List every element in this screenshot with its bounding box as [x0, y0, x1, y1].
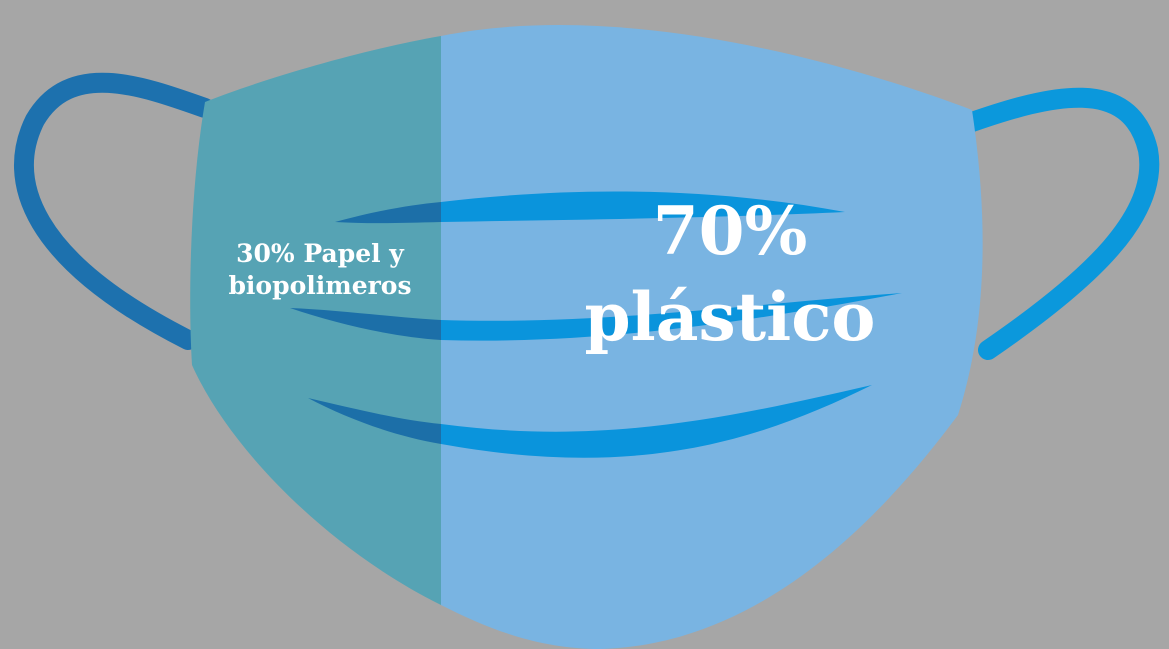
- pleat-2-left: [290, 308, 441, 340]
- paper-label-line-2: biopolimeros: [228, 271, 412, 300]
- pleat-3-right: [441, 385, 872, 458]
- paper-label-line-1: 30% Papel y: [236, 239, 404, 268]
- plastic-label-word: plástico: [584, 278, 876, 356]
- plastic-label-percent: 70%: [652, 192, 808, 270]
- pleat-3-left: [308, 398, 441, 444]
- mask-right-panel: [441, 25, 983, 649]
- pleat-2-right: [441, 293, 902, 341]
- mask-left-panel: [190, 36, 441, 605]
- pleat-1-left: [335, 202, 441, 224]
- paper-biopolymers-label: 30% Papel y biopolimeros: [200, 238, 440, 302]
- pleat-1-right: [441, 191, 845, 222]
- plastic-label: 70% plástico: [540, 188, 920, 360]
- left-ear-loop: [14, 72, 215, 350]
- right-ear-loop: [962, 87, 1160, 360]
